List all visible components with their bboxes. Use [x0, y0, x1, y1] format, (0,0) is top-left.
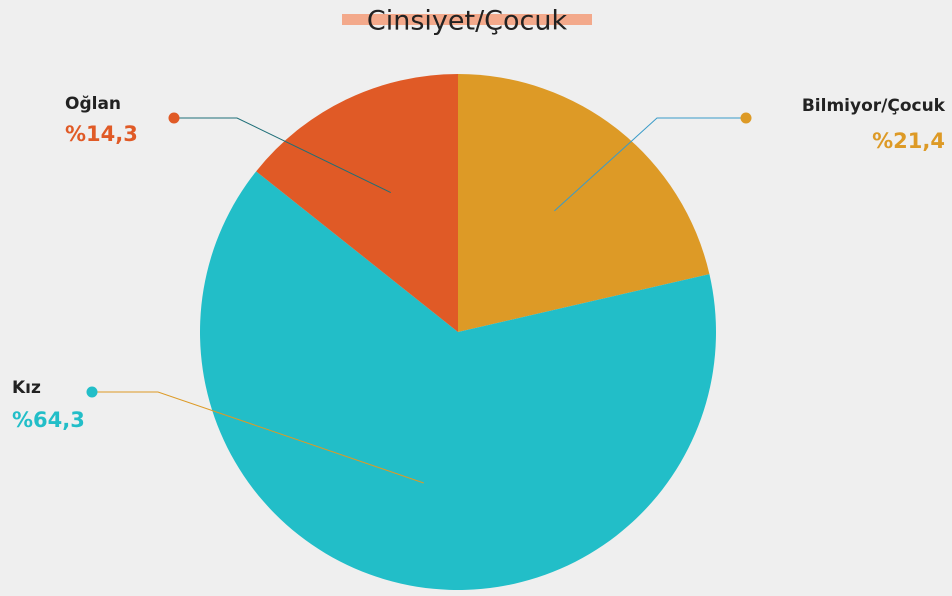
pie-slice	[200, 171, 716, 591]
labels: Bilmiyor/Çocuk %21,4 Kız %64,3 Oğlan %14,3	[12, 94, 946, 484]
leader-dot	[168, 112, 180, 124]
leader-line	[554, 117, 746, 212]
slice-name: Oğlan	[65, 94, 121, 114]
leader-line	[92, 391, 424, 484]
chart-title: Cinsiyet/Çocuk	[367, 6, 568, 37]
slice-value: %14,3	[65, 122, 138, 146]
leader-line	[174, 117, 391, 194]
leader-dot	[86, 386, 98, 398]
leader-dot	[740, 112, 752, 124]
slice-value: %21,4	[872, 129, 945, 153]
slice-value: %64,3	[12, 408, 85, 432]
pie-slice	[256, 73, 458, 332]
title-highlight	[342, 14, 592, 25]
pie-slice	[458, 74, 710, 332]
slice-name: Bilmiyor/Çocuk	[802, 96, 946, 116]
slice-name: Kız	[12, 378, 41, 398]
pie	[200, 73, 716, 591]
